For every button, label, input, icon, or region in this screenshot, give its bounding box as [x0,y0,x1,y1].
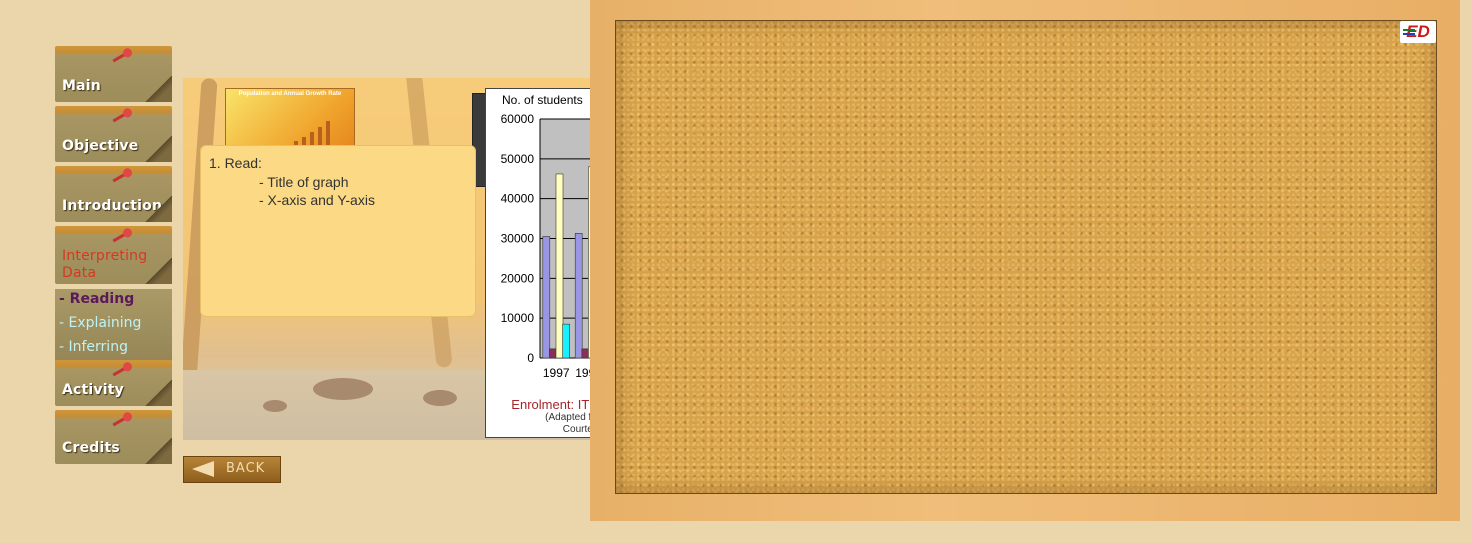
nav-tab-label: Objective [62,138,139,154]
pushpin-icon [111,226,135,246]
note-point: - X-axis and Y-axis [259,192,375,208]
y-tick-label: 40000 [501,192,535,206]
y-tick-label: 60000 [501,112,535,126]
subitem-reading[interactable]: - Reading [59,291,135,307]
y-tick-label: 20000 [501,271,535,285]
y-tick-label: 50000 [501,152,535,166]
decorative-rock [263,400,287,412]
nav-tab-label-line1: Interpreting [62,248,148,264]
bar [581,348,590,359]
logo-stripe [1403,29,1415,31]
pushpin-icon [111,166,135,186]
thumbnail-title: Population and Annual Growth Rate [238,91,342,97]
y-tick-label: 30000 [501,232,535,246]
decorative-rock [423,390,457,406]
nav-tab-label: Main [62,78,101,94]
bar [555,173,564,359]
nav-tab-activity[interactable]: Activity [55,360,172,406]
subitem-inferring[interactable]: - Inferring [59,339,128,355]
note-point: - Title of graph [259,174,349,190]
bar [549,348,557,359]
nav-tab-credits[interactable]: Credits [55,410,172,464]
back-button-label: BACK [226,461,266,476]
nav-tab-label: Credits [62,440,120,456]
logo-stripe [1403,33,1415,35]
logo-text: ED [1406,22,1430,41]
note-heading: 1. Read: [209,155,262,171]
pushpin-icon [111,106,135,126]
nav-tab-label: Interpreting Data [62,248,147,282]
nav-tab-label: Introduction [62,198,163,214]
subitem-explaining[interactable]: - Explaining [59,315,142,331]
nav-tab-label-line2: Data [62,265,97,281]
bar [542,236,551,359]
nav-subitems: - Reading - Explaining - Inferring [55,289,172,361]
pushpin-icon [111,46,135,66]
nav-tab-label: Activity [62,382,124,398]
nav-tab-interpreting-data[interactable]: Interpreting Data [55,226,172,284]
nav-tab-main[interactable]: Main [55,46,172,102]
y-tick-label: 0 [527,351,534,365]
back-arrow-icon [192,461,214,477]
y-axis-label: No. of students [502,93,583,107]
thumbnail-bar [318,127,322,159]
pushpin-icon [111,410,135,430]
bar [562,323,570,359]
ed-logo[interactable]: ED [1400,21,1436,43]
bar [574,233,583,359]
y-tick-label: 10000 [501,311,535,325]
back-button[interactable]: BACK [183,456,281,483]
thumbnail-bar [326,121,330,159]
cork-board-frame: ED [590,0,1460,521]
decorative-rock [313,378,373,400]
pushpin-icon [111,360,135,380]
instruction-note: 1. Read: - Title of graph - X-axis and Y… [200,145,476,317]
nav-tab-introduction[interactable]: Introduction [55,166,172,222]
x-tick-label: 1997 [543,366,570,380]
nav-tab-objective[interactable]: Objective [55,106,172,162]
cork-board [615,20,1437,494]
